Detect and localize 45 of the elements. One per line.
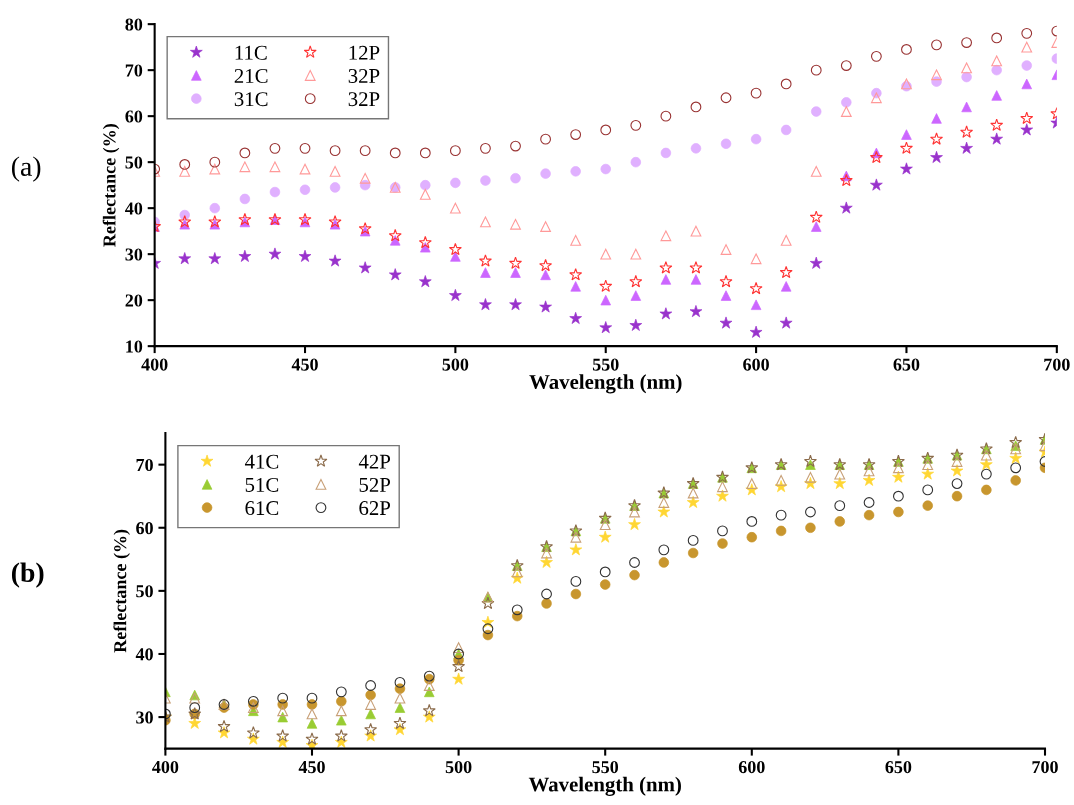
x-tick-label: 650	[893, 358, 920, 371]
text: (a)	[11, 156, 41, 182]
y-tick-label: 70	[125, 64, 143, 77]
text: (b)	[11, 562, 44, 588]
legend-label: 12P	[349, 45, 380, 60]
legend-label: 21C	[234, 68, 268, 83]
y-tick-label: 40	[135, 648, 153, 661]
x-tick-label: 700	[1044, 358, 1070, 371]
x-axis-title: Wavelength (nm)	[528, 776, 681, 796]
y-tick-label: 60	[136, 522, 153, 535]
y-tick-label: 50	[136, 585, 153, 598]
x-tick-label: 450	[291, 358, 318, 371]
y-tick-label: 30	[125, 248, 143, 261]
legend-label: 41C	[244, 454, 279, 469]
y-tick-label: 50	[125, 156, 143, 169]
x-tick-label: 600	[738, 760, 765, 774]
x-tick-label: 550	[592, 760, 619, 774]
y-tick-label: 10	[126, 340, 143, 353]
y-tick-label: 30	[136, 711, 153, 724]
legend-label: 42P	[358, 454, 391, 469]
legend-label: 62P	[359, 501, 391, 516]
y-tick-label: 60	[125, 110, 143, 123]
y-axis-title: Reflectance (%)	[102, 124, 120, 247]
x-tick-label: 500	[442, 358, 469, 371]
x-tick-label: 550	[592, 358, 619, 371]
x-tick-label: 450	[298, 760, 325, 774]
y-tick-label: 80	[125, 18, 143, 31]
legend-label: 51C	[245, 477, 279, 492]
legend-label: 32P	[348, 92, 380, 107]
legend-label: 52P	[359, 477, 391, 492]
y-tick-label: 70	[136, 458, 153, 472]
x-tick-label: 700	[1032, 760, 1058, 774]
legend-label: 32P	[348, 68, 380, 83]
x-axis-title: Wavelength (nm)	[529, 374, 682, 394]
y-tick-label: 20	[125, 294, 143, 307]
x-tick-label: 650	[885, 760, 912, 774]
x-tick-label: 400	[141, 358, 168, 371]
legend-label: 61C	[245, 501, 279, 516]
legend-label: 31C	[234, 92, 268, 107]
legend-label: 11C	[235, 45, 267, 60]
x-tick-label: 500	[445, 760, 472, 774]
x-tick-label: 600	[743, 358, 769, 371]
y-axis-title: Reflectance (%)	[113, 529, 130, 653]
y-tick-label: 40	[125, 202, 143, 215]
x-tick-label: 400	[152, 760, 179, 774]
